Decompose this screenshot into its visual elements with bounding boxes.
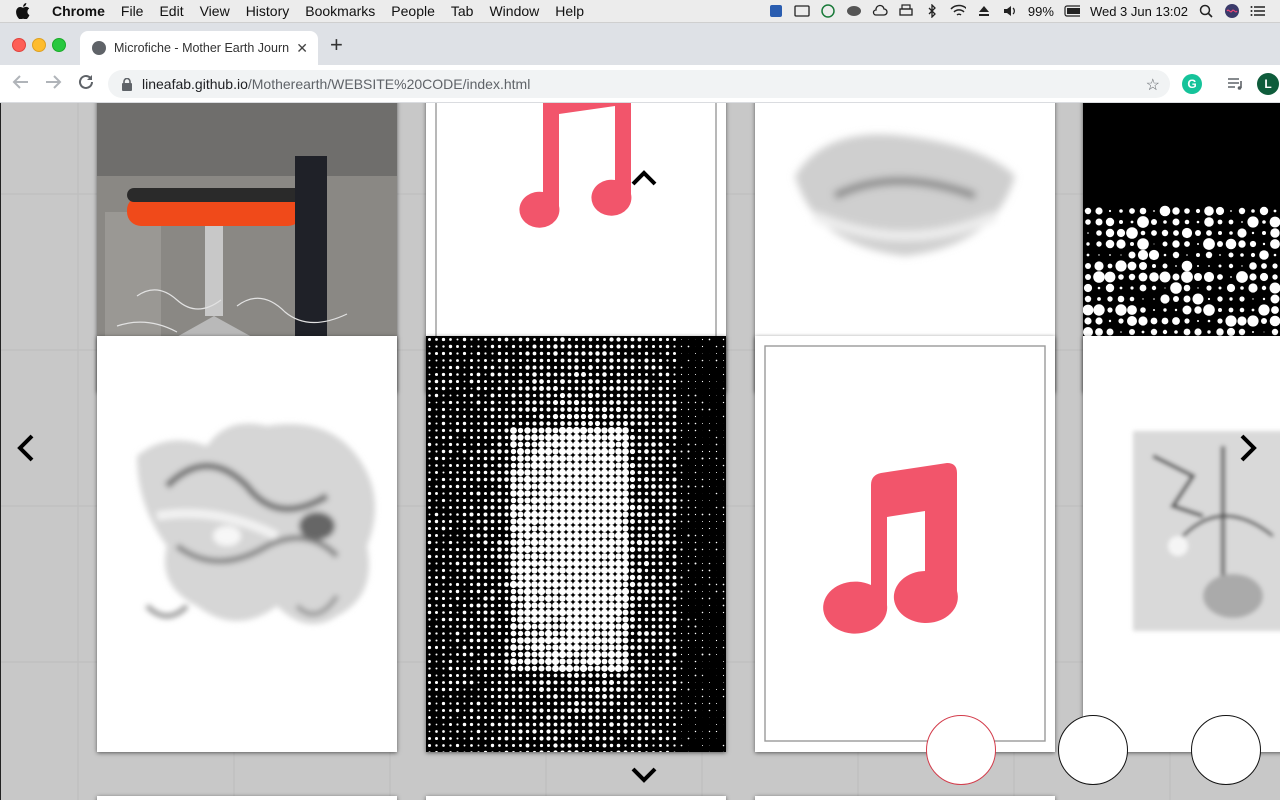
- url-host: lineafab.github.io: [142, 76, 248, 92]
- browser-toolbar: lineafab.github.io /Motherearth/WEBSITE%…: [0, 65, 1280, 103]
- reload-icon[interactable]: [77, 73, 95, 95]
- address-bar[interactable]: lineafab.github.io /Motherearth/WEBSITE%…: [108, 70, 1170, 98]
- cloud-sync-icon[interactable]: [872, 4, 888, 18]
- bluetooth-icon[interactable]: [924, 4, 940, 18]
- back-arrow-icon[interactable]: [12, 73, 30, 95]
- new-tab-button[interactable]: +: [330, 32, 343, 57]
- menubar-clock[interactable]: Wed 3 Jun 13:02: [1089, 3, 1188, 19]
- menu-people[interactable]: People: [391, 3, 435, 19]
- menu-bookmarks[interactable]: Bookmarks: [305, 3, 376, 19]
- blurred-sculpture-image: [1133, 431, 1280, 631]
- card-halftone-portrait[interactable]: [426, 336, 726, 752]
- menu-window[interactable]: Window: [489, 3, 540, 19]
- media-controls-icon[interactable]: [1226, 74, 1246, 94]
- siri-icon[interactable]: [1224, 4, 1240, 18]
- menu-app-name[interactable]: Chrome: [52, 3, 105, 19]
- volume-icon[interactable]: [1002, 4, 1018, 18]
- scroll-left-arrow-icon[interactable]: [14, 433, 36, 463]
- menu-edit[interactable]: Edit: [159, 3, 184, 19]
- page-dot-1[interactable]: [926, 715, 996, 785]
- apple-icon[interactable]: [16, 3, 32, 19]
- microfiche-viewport: [0, 103, 1280, 800]
- scroll-down-arrow-icon[interactable]: [630, 766, 658, 784]
- battery-icon[interactable]: [1064, 4, 1080, 18]
- blurred-sculpture-image: [795, 134, 1015, 256]
- mac-menu-bar: Chrome File Edit View History Bookmarks …: [0, 0, 1280, 23]
- globe-favicon-icon: [92, 41, 106, 55]
- app-status-icon[interactable]: [768, 4, 784, 18]
- card-music-note[interactable]: [755, 336, 1055, 752]
- menu-tab[interactable]: Tab: [450, 3, 474, 19]
- card-sculpture-left[interactable]: [97, 336, 397, 752]
- bookmark-star-icon[interactable]: ☆: [1145, 77, 1160, 94]
- scroll-up-arrow-icon[interactable]: [630, 169, 658, 187]
- tab-title: Microfiche - Mother Earth Journ: [114, 41, 290, 55]
- creative-cloud-icon[interactable]: [846, 4, 862, 18]
- card-chair-photo[interactable]: [97, 103, 397, 392]
- status-area: 99% Wed 3 Jun 13:02: [768, 4, 1280, 19]
- printer-icon[interactable]: [898, 4, 914, 18]
- browser-tab-strip: Microfiche - Mother Earth Journ ✕ +: [0, 23, 1280, 65]
- menu-file[interactable]: File: [120, 3, 144, 19]
- scroll-right-arrow-icon[interactable]: [1238, 433, 1260, 463]
- evernote-status-icon[interactable]: [820, 4, 836, 18]
- card-bottom-row-2[interactable]: [426, 796, 726, 800]
- tab-close-icon[interactable]: ✕: [296, 40, 308, 56]
- card-bottom-row-1[interactable]: [97, 796, 397, 800]
- menu-view[interactable]: View: [199, 3, 230, 19]
- wifi-icon[interactable]: [950, 4, 966, 18]
- menu-history[interactable]: History: [245, 3, 290, 19]
- page-dot-2[interactable]: [1058, 715, 1128, 785]
- chair-photo-image: [97, 103, 397, 354]
- notification-center-icon[interactable]: [1250, 4, 1266, 18]
- window-close-button[interactable]: [12, 38, 26, 52]
- battery-percent: 99%: [1027, 3, 1054, 19]
- grammarly-extension-icon[interactable]: G: [1182, 74, 1202, 94]
- profile-avatar[interactable]: L: [1257, 73, 1279, 95]
- browser-tab-active[interactable]: Microfiche - Mother Earth Journ ✕: [80, 31, 318, 65]
- lock-icon[interactable]: [122, 77, 132, 91]
- window-minimize-button[interactable]: [32, 38, 46, 52]
- page-dot-3[interactable]: [1191, 715, 1261, 785]
- card-sculpture-right[interactable]: [1083, 336, 1280, 752]
- eject-icon[interactable]: [976, 4, 992, 18]
- window-status-icon[interactable]: [794, 4, 810, 18]
- menu-help[interactable]: Help: [555, 3, 585, 19]
- spotlight-search-icon[interactable]: [1198, 4, 1214, 18]
- forward-arrow-icon[interactable]: [44, 73, 62, 95]
- card-bottom-row-3[interactable]: [755, 796, 1055, 800]
- halftone-portrait-image: [426, 336, 726, 752]
- url-path: /Motherearth/WEBSITE%20CODE/index.html: [247, 76, 531, 92]
- window-fullscreen-button[interactable]: [52, 38, 66, 52]
- blurred-sculpture-image: [137, 423, 375, 624]
- music-note-icon: [764, 345, 1046, 742]
